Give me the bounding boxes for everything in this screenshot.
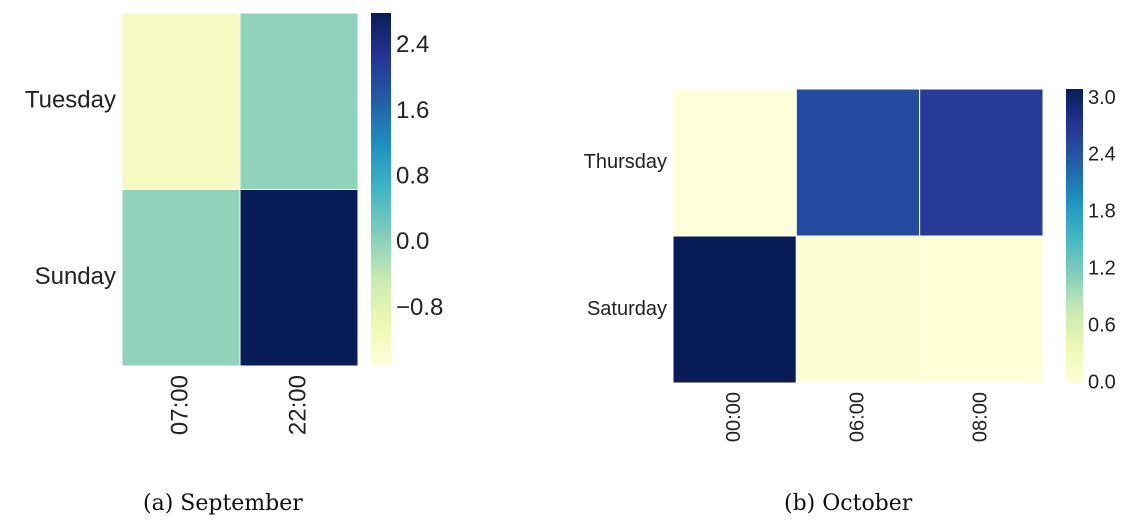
row-label: Tuesday <box>25 87 116 114</box>
heatmap-cell-tuesday-0700 <box>121 12 241 190</box>
colorbar-tick-label: 1.2 <box>1088 257 1116 279</box>
heatmap-cell-sunday-2200 <box>239 189 359 367</box>
heatmap-cell-tuesday-2200 <box>239 12 359 190</box>
heatmap-cell-saturday-0000 <box>672 235 797 384</box>
colorbar-tick-label: 1.8 <box>1088 201 1116 223</box>
column-label: 00:00 <box>723 392 745 442</box>
colorbar-tick-label: 2.4 <box>1088 144 1116 166</box>
caption-september: (a) September <box>143 491 303 516</box>
column-label: 07:00 <box>166 375 193 435</box>
heatmap-cell-thursday-0000 <box>672 88 797 237</box>
colorbar-tick-label: 0.0 <box>1088 371 1116 393</box>
heatmap-october: Thursday Saturday 00:00 06:00 08:00 3.0 2.4 1.8… <box>584 87 1116 442</box>
colorbar-tick-label: 0.0 <box>396 228 429 255</box>
colorbar-tick-label: 3.0 <box>1088 87 1116 109</box>
colorbar-tick-label: 0.8 <box>396 163 429 190</box>
heatmap-cell-saturday-0600 <box>795 235 921 384</box>
caption-october: (b) October <box>784 491 913 516</box>
heatmap-cell-saturday-0800 <box>919 235 1044 384</box>
colorbar-tick-label: −0.8 <box>396 294 443 321</box>
heatmap-cell-sunday-0700 <box>121 189 241 367</box>
column-label: 08:00 <box>970 392 992 442</box>
heatmap-cell-thursday-0600 <box>795 88 921 237</box>
column-label: 22:00 <box>284 375 311 435</box>
colorbar <box>1066 89 1083 383</box>
row-label: Sunday <box>35 263 116 290</box>
heatmap-september: Tuesday Sunday 07:00 22:00 2.4 1.6 0.8 0.0 −0.8 <box>25 12 443 435</box>
colorbar-tick-label: 1.6 <box>396 97 429 124</box>
column-label: 06:00 <box>846 392 868 442</box>
colorbar-tick-label: 0.6 <box>1088 314 1116 336</box>
heatmap-cell-thursday-0800 <box>919 88 1044 237</box>
colorbar-tick-label: 2.4 <box>396 31 429 58</box>
colorbar <box>371 13 391 366</box>
row-label: Thursday <box>584 151 667 173</box>
row-label: Saturday <box>587 298 667 320</box>
